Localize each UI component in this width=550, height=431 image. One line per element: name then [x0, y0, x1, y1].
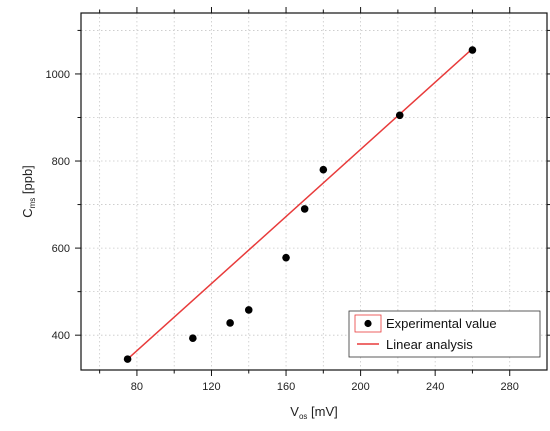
x-axis-title: Vos [mV] [290, 404, 337, 421]
data-point [226, 319, 234, 327]
y-axis-title: Cms [ppb] [20, 165, 37, 218]
x-tick-label: 120 [202, 381, 220, 393]
data-point [300, 205, 309, 213]
y-tick-label: 1000 [46, 69, 70, 81]
x-tick-label: 80 [131, 381, 143, 393]
plot-series [123, 46, 477, 363]
data-point [468, 46, 477, 54]
y-axis-title-main: C [20, 208, 35, 217]
data-point [189, 334, 197, 343]
y-axis-title-sub: ms [28, 198, 37, 209]
legend-symbol-box [354, 314, 382, 333]
x-axis-title-main: V [290, 404, 299, 419]
y-tick-label: 400 [52, 330, 70, 342]
y-tick-label: 600 [52, 243, 70, 255]
data-point [282, 253, 290, 262]
legend-marker-experimental [364, 319, 372, 328]
y-axis-title-unit: [ppb] [20, 165, 35, 198]
x-tick-label: 280 [501, 381, 519, 393]
data-point [123, 355, 132, 363]
axis-ticks: 80 120 160 200 240 280 400 600 800 1000 [46, 7, 550, 393]
data-point [395, 111, 404, 120]
linear-fit-line [127, 48, 473, 360]
plot-frame [80, 12, 548, 371]
x-tick-label: 240 [426, 381, 444, 393]
data-point [319, 165, 328, 174]
x-tick-label: 160 [277, 381, 295, 393]
legend: Experimental value Linear analysis [348, 310, 541, 358]
x-axis-title-unit: [mV] [307, 404, 337, 419]
legend-label-linear: Linear analysis [386, 337, 473, 352]
y-tick-label: 800 [52, 156, 70, 168]
x-axis-title-sub: os [299, 412, 307, 421]
data-point [244, 306, 253, 314]
legend-label-experimental: Experimental value [386, 316, 497, 331]
x-tick-label: 200 [351, 381, 369, 393]
